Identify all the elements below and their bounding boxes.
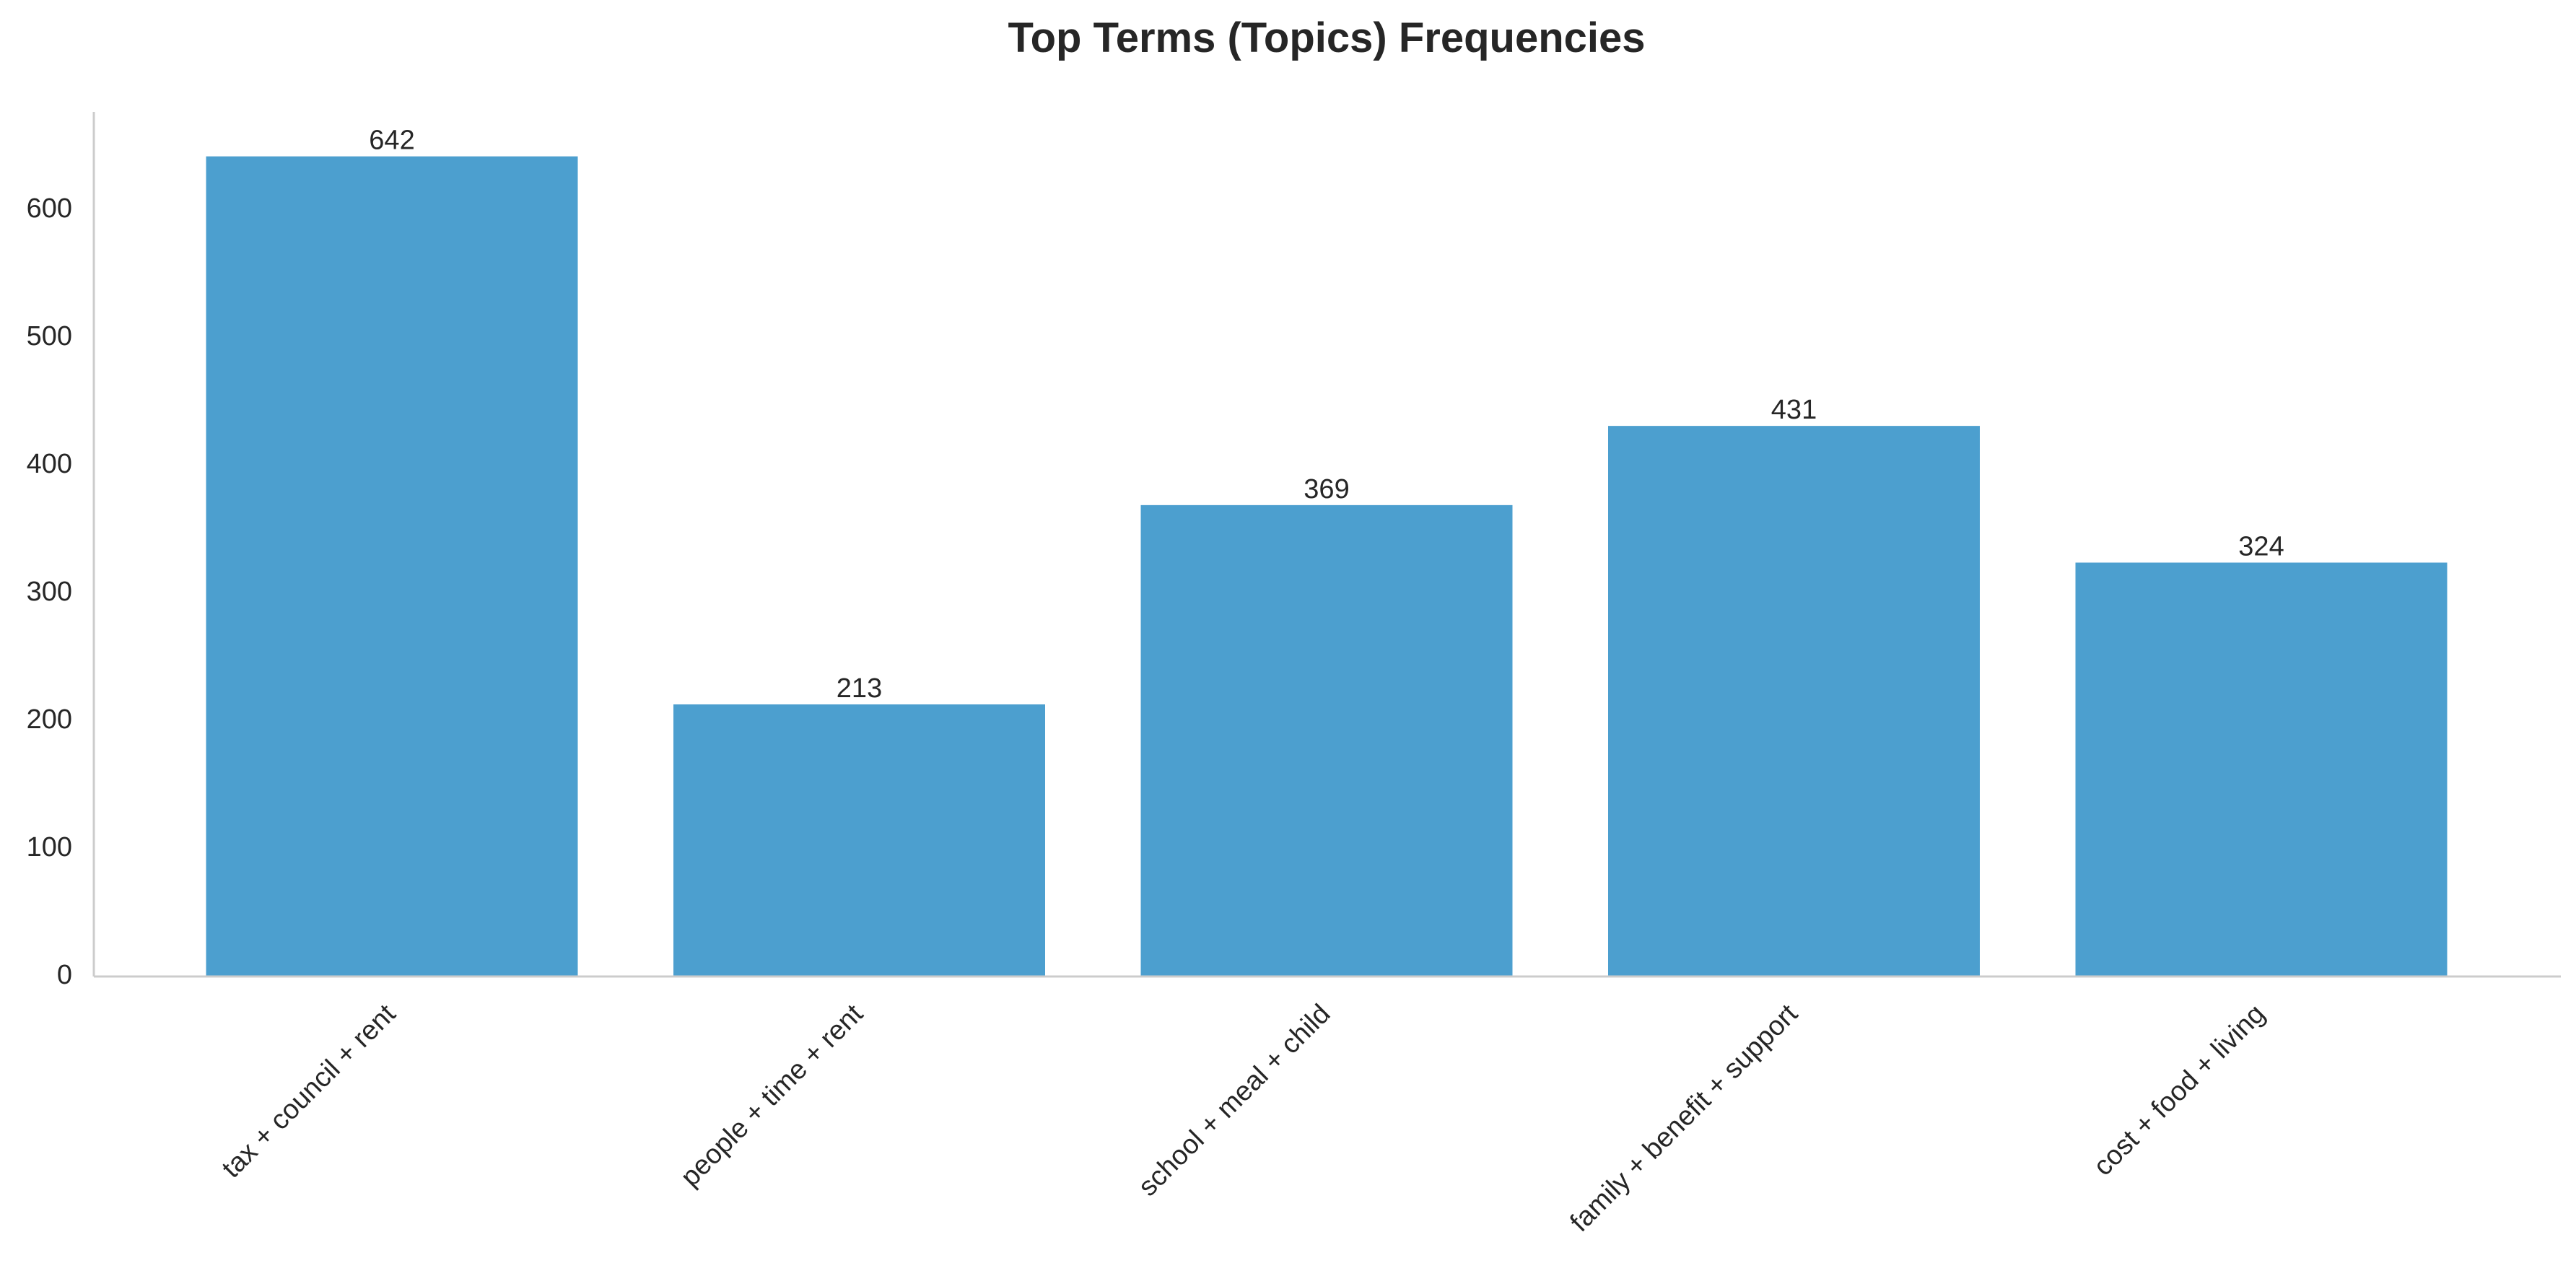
- bar-value-label: 431: [1771, 395, 1817, 425]
- y-tick-label: 600: [27, 193, 72, 224]
- bar: [1608, 426, 1980, 976]
- x-tick-label: family + benefit + support: [1565, 998, 1804, 1238]
- y-tick-label: 500: [27, 321, 72, 351]
- x-axis-ticks: tax + council + rent people + time + rent…: [217, 998, 2271, 1238]
- x-tick-label: cost + food + living: [2088, 999, 2271, 1182]
- x-tick-label: school + meal + child: [1132, 999, 1336, 1202]
- y-tick-label: 300: [27, 577, 72, 607]
- y-tick-label: 200: [27, 704, 72, 735]
- bar-value-label: 369: [1304, 474, 1349, 504]
- x-tick-label: people + time + rent: [675, 998, 869, 1192]
- bar-value-label: 642: [369, 126, 414, 156]
- bar: [1140, 504, 1513, 976]
- y-tick-label: 100: [27, 832, 72, 862]
- bar-value-label: 324: [2238, 532, 2284, 562]
- bar: [673, 704, 1045, 976]
- bar-value-label: 213: [837, 673, 882, 704]
- chart-title: Top Terms (Topics) Frequencies: [1008, 14, 1645, 61]
- y-axis-ticks: 0 100 200 300 400 500 600: [27, 193, 72, 990]
- y-tick-label: 400: [27, 449, 72, 479]
- bars-layer: [206, 156, 2448, 976]
- x-tick-label: tax + council + rent: [217, 998, 402, 1184]
- bar: [206, 156, 578, 976]
- y-tick-label: 0: [57, 960, 72, 990]
- bar: [2075, 562, 2448, 976]
- data-labels-layer: 642 213 369 431 324: [369, 126, 2284, 704]
